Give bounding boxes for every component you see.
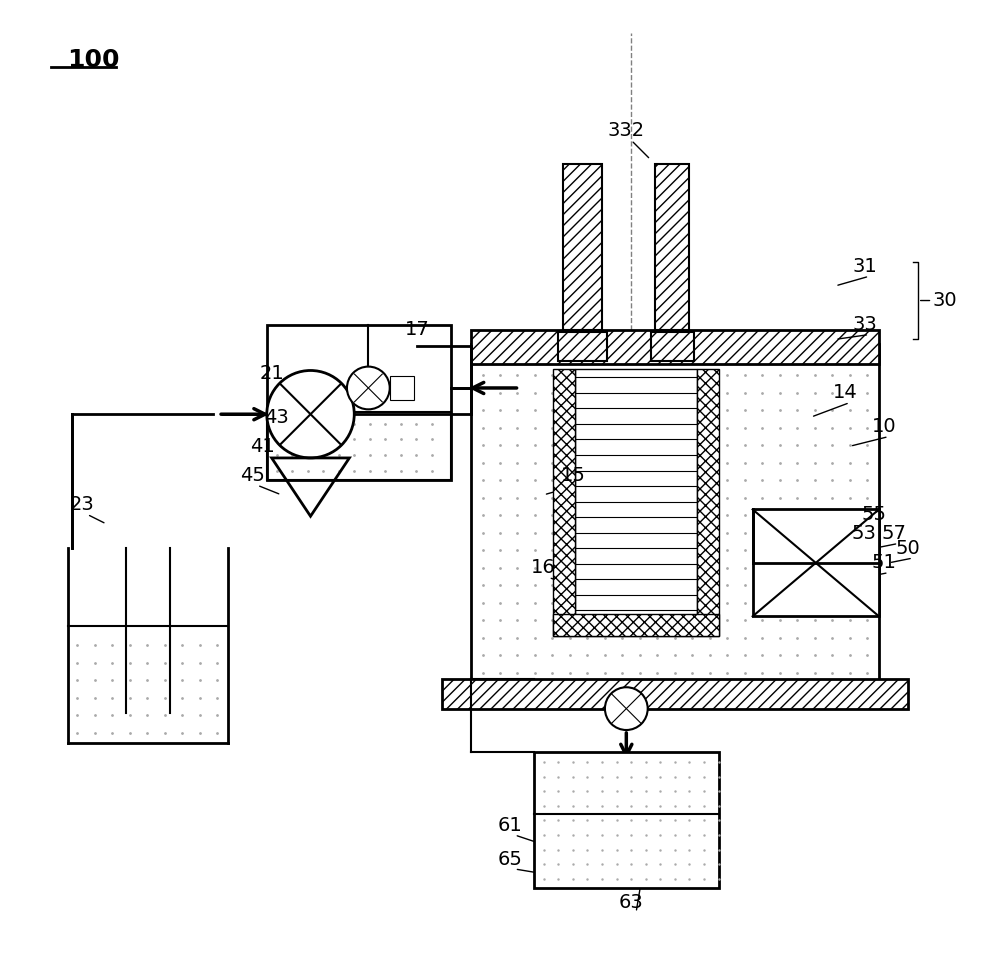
Bar xyxy=(651,331,694,361)
Text: 30: 30 xyxy=(932,291,957,310)
Bar xyxy=(575,368,697,636)
Circle shape xyxy=(605,687,648,730)
Text: 33: 33 xyxy=(852,316,877,334)
Text: 63: 63 xyxy=(619,894,644,912)
Bar xyxy=(390,376,414,400)
Text: 51: 51 xyxy=(871,554,896,572)
Text: 43: 43 xyxy=(264,408,289,426)
Text: 57: 57 xyxy=(881,524,906,543)
Circle shape xyxy=(347,367,390,410)
Bar xyxy=(442,679,908,709)
Bar xyxy=(534,753,719,889)
Bar xyxy=(553,368,575,636)
Text: 41: 41 xyxy=(250,437,274,456)
Text: 61: 61 xyxy=(497,815,522,835)
Text: 332: 332 xyxy=(608,121,645,140)
Bar xyxy=(753,510,879,616)
Text: 53: 53 xyxy=(852,524,877,543)
Text: 17: 17 xyxy=(405,320,430,339)
Text: 16: 16 xyxy=(531,559,556,577)
Text: 23: 23 xyxy=(70,495,95,514)
Text: 65: 65 xyxy=(497,850,522,868)
Bar xyxy=(267,324,451,480)
Text: 21: 21 xyxy=(259,364,284,383)
Bar xyxy=(471,344,879,684)
Bar xyxy=(267,413,451,480)
Circle shape xyxy=(267,370,354,458)
Bar xyxy=(553,614,719,636)
Text: 15: 15 xyxy=(560,466,585,485)
Bar xyxy=(471,329,879,364)
Text: 31: 31 xyxy=(852,257,877,276)
Text: 45: 45 xyxy=(240,466,265,485)
Bar xyxy=(563,165,602,329)
Text: 50: 50 xyxy=(896,539,920,558)
Text: 100: 100 xyxy=(68,48,120,72)
Text: 10: 10 xyxy=(871,417,896,436)
Text: 55: 55 xyxy=(862,505,887,523)
Text: 14: 14 xyxy=(833,383,857,403)
Bar xyxy=(697,368,719,636)
Bar xyxy=(655,165,689,329)
Bar xyxy=(558,331,607,361)
